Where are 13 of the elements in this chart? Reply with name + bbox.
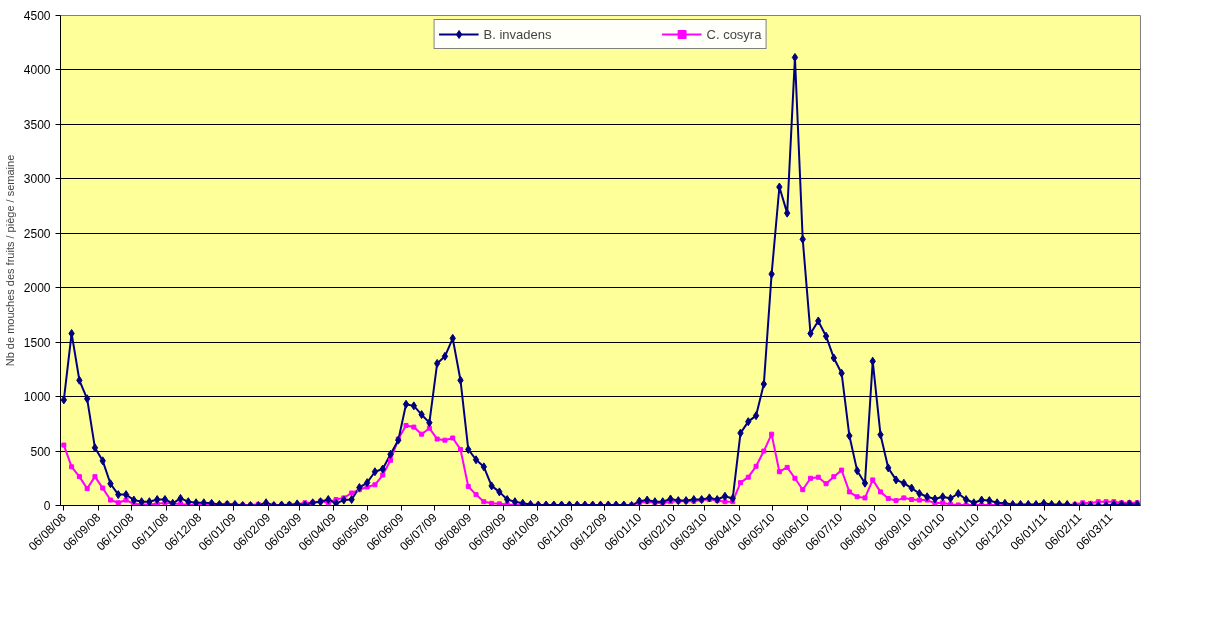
y-tick-label: 3500 — [23, 117, 51, 132]
y-tick-label: 4000 — [23, 63, 51, 78]
y-tick-label: 3000 — [23, 172, 51, 187]
y-tick-label: 1500 — [23, 335, 51, 350]
y-tick-label: 2500 — [23, 226, 51, 241]
y-axis-title: Nb de mouches des fruits / piège / semaine — [3, 154, 16, 367]
y-tick-label: 4500 — [23, 9, 51, 23]
y-tick-label: 0 — [43, 499, 51, 513]
legend-label: B. invadens — [483, 26, 552, 42]
y-tick-label: 2000 — [23, 281, 51, 296]
legend-label: C. cosyra — [706, 26, 762, 42]
y-tick-label: 1000 — [23, 390, 51, 405]
y-tick-label: 500 — [30, 444, 51, 459]
